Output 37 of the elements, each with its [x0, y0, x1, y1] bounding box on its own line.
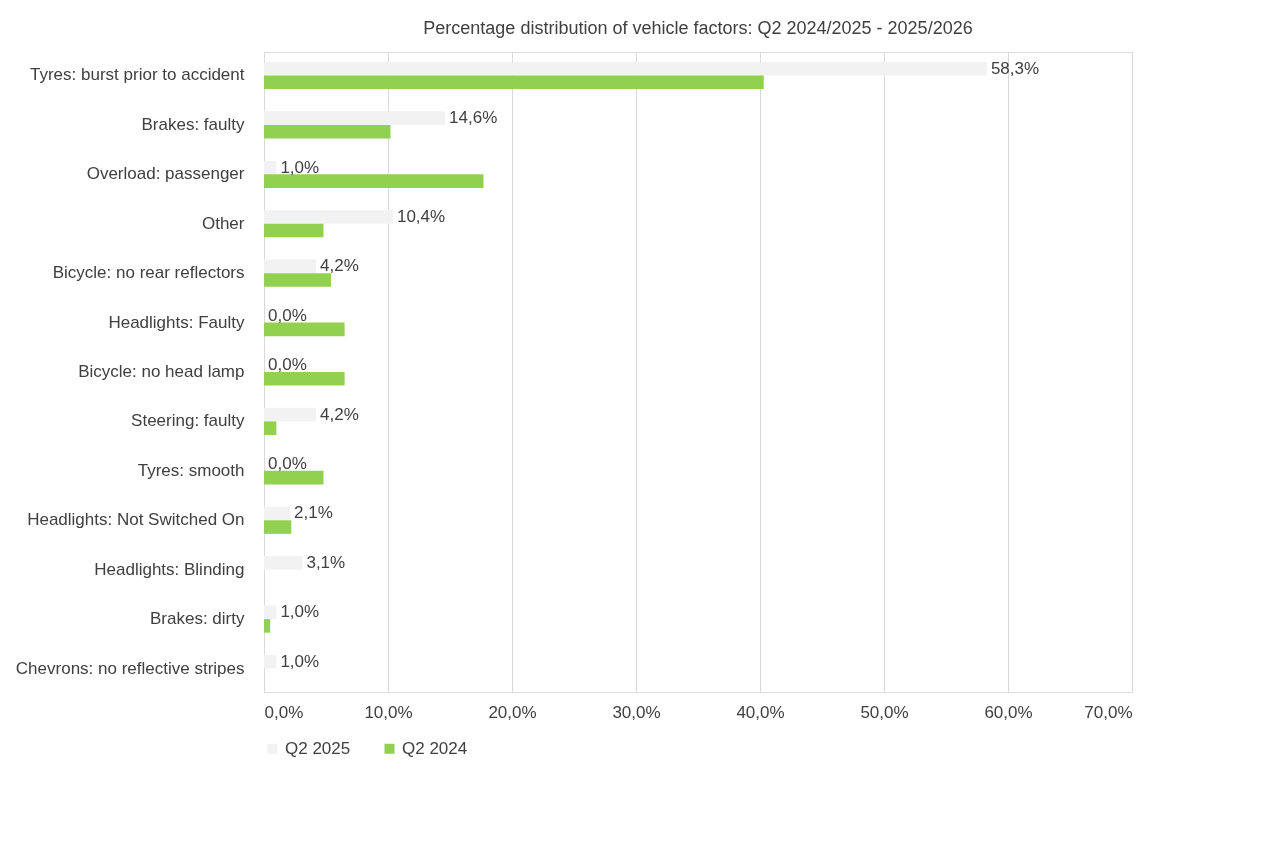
data-label: 14,6%: [449, 108, 498, 128]
x-tick-label: 10,0%: [364, 702, 413, 722]
y-tick-label: Steering: faulty: [131, 411, 245, 431]
data-label: 3,1%: [306, 552, 346, 572]
data-label: 0,0%: [268, 355, 307, 375]
y-tick-label: Tyres: burst prior to accident: [30, 65, 245, 85]
data-label: 10,4%: [396, 206, 446, 226]
x-tick-label: 50,0%: [860, 702, 909, 722]
y-tick-label: Chevrons: no reflective stripes: [15, 658, 245, 678]
x-tick-label: 30,0%: [612, 702, 661, 722]
data-label: 2,1%: [294, 503, 333, 523]
data-label: 58,3%: [990, 58, 1040, 78]
y-tick-label: Bicycle: no rear reflectors: [52, 263, 245, 283]
y-tick-label: Bicycle: no head lamp: [78, 362, 245, 381]
y-tick-label: Brakes: faulty: [141, 114, 245, 134]
x-tick-label: 20,0%: [488, 702, 537, 722]
y-tick-label: Headlights: Faulty: [108, 312, 245, 332]
data-label: 4,2%: [320, 404, 359, 424]
y-tick-label: Headlights: Not Switched On: [27, 510, 245, 530]
y-tick-label: Tyres: smooth: [137, 460, 245, 480]
x-tick-label: 0,0%: [264, 702, 304, 722]
y-tick-label: Other: [201, 213, 245, 233]
legend-label: Q2 2025: [285, 738, 351, 758]
x-tick-label: 70,0%: [1084, 702, 1133, 722]
y-tick-label: Overload: passenger: [86, 164, 245, 184]
data-label: 4,2%: [320, 256, 359, 276]
data-label: 1,0%: [280, 602, 320, 622]
chart-title: Percentage distribution of vehicle factors: Q2 2024/2025 - 2025/2026: [423, 18, 973, 38]
data-label: 1,0%: [280, 157, 320, 177]
y-tick-label: Brakes: dirty: [150, 609, 245, 629]
data-label: 1,0%: [280, 651, 320, 671]
x-tick-label: 40,0%: [736, 702, 785, 722]
data-label: 0,0%: [268, 305, 307, 325]
x-tick-label: 60,0%: [984, 702, 1033, 722]
y-tick-label: Headlights: Blinding: [94, 559, 245, 579]
legend-label: Q2 2024: [402, 738, 468, 758]
data-label: 0,0%: [268, 454, 307, 474]
